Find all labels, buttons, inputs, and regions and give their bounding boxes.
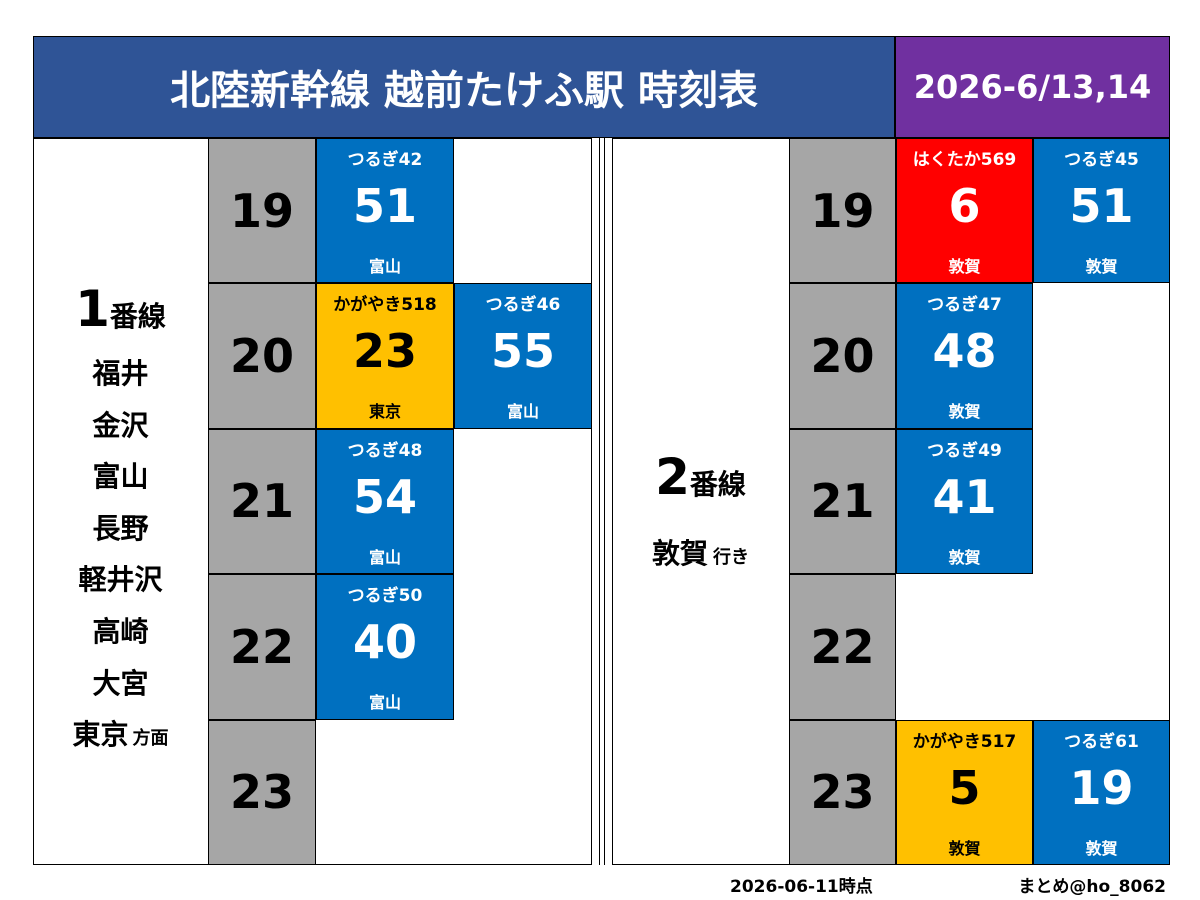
destinations-2: 敦賀 行き <box>612 532 789 572</box>
hour: 23 <box>229 765 294 820</box>
destination-row: 金沢 <box>33 400 208 452</box>
title: 北陸新幹線 越前たけふ駅 時刻表 <box>170 68 758 114</box>
train-cell: つるぎ45 51 敦賀 <box>1033 138 1170 284</box>
hour: 23 <box>810 765 875 820</box>
hour: 20 <box>229 329 294 384</box>
platform-number: 1 <box>75 280 110 338</box>
train-name: かがやき517 <box>912 731 1017 752</box>
train-name: つるぎ50 <box>347 586 423 607</box>
hour-cell: 21 <box>789 428 896 575</box>
destination: 富山 <box>506 402 539 422</box>
hour-cell: 22 <box>208 574 316 720</box>
train-name: つるぎ42 <box>347 150 423 170</box>
minute: 5 <box>948 760 981 815</box>
destination: 東京 <box>72 718 129 752</box>
hour-cell: 20 <box>789 283 896 429</box>
platform-suffix: 番線 <box>689 468 746 501</box>
hour: 22 <box>810 619 875 674</box>
train-name: つるぎ48 <box>347 440 423 461</box>
destination-row: 大宮 <box>33 658 208 710</box>
platform-2-label: 2番線 <box>612 448 789 506</box>
platform-suffix: 番線 <box>109 300 166 333</box>
hour: 22 <box>229 619 294 674</box>
train-cell: つるぎ61 19 敦賀 <box>1033 719 1170 865</box>
train-cell: つるぎ49 41 敦賀 <box>896 428 1033 575</box>
destination: 富山 <box>368 547 401 567</box>
title-bar: 北陸新幹線 越前たけふ駅 時刻表 <box>33 36 895 138</box>
minute: 40 <box>352 615 417 670</box>
train-name: かがやき518 <box>333 295 437 316</box>
separator <box>599 138 605 865</box>
hour: 19 <box>229 183 294 238</box>
destination-row: 東京 方面 <box>33 709 208 761</box>
destination: 敦賀 <box>651 537 708 570</box>
train-name: つるぎ61 <box>1064 731 1139 752</box>
train-name: つるぎ49 <box>927 440 1002 461</box>
destination: 富山 <box>368 693 401 713</box>
hour-cell: 23 <box>208 719 316 865</box>
minute: 51 <box>352 179 417 233</box>
hour-cell: 19 <box>789 138 896 284</box>
train-cell: つるぎ50 40 富山 <box>316 574 454 720</box>
destination: 軽井沢 <box>78 563 163 597</box>
destination: 敦賀 <box>948 838 981 858</box>
destination: 敦賀 <box>948 547 981 567</box>
destination-row: 長野 <box>33 503 208 555</box>
destination-row: 富山 <box>33 451 208 503</box>
minute: 55 <box>490 324 555 379</box>
hour-cell: 19 <box>208 138 316 284</box>
hour-cell: 20 <box>208 283 316 429</box>
train-cell: つるぎ46 55 富山 <box>454 283 592 429</box>
minute: 48 <box>932 324 997 379</box>
train-name: つるぎ45 <box>1064 150 1139 170</box>
destination-row: 高崎 <box>33 606 208 658</box>
date: 2026-6/13,14 <box>913 68 1152 106</box>
train-cell: はくたか569 6 敦賀 <box>896 138 1033 284</box>
hour: 19 <box>810 183 875 238</box>
destination: 富山 <box>92 460 149 494</box>
destination: 福井 <box>92 357 149 390</box>
destination: 長野 <box>92 511 149 545</box>
destination: 東京 <box>368 402 401 422</box>
minute: 41 <box>932 469 997 524</box>
destination: 敦賀 <box>948 257 981 276</box>
credit: まとめ@ho_8062 <box>1018 877 1166 897</box>
destinations-1: 福井金沢富山長野軽井沢高崎大宮東京 方面 <box>33 348 208 761</box>
as-of: 2026-06-11時点 <box>730 877 873 897</box>
train-cell: かがやき517 5 敦賀 <box>896 719 1033 865</box>
destination: 敦賀 <box>1085 257 1118 276</box>
hour-cell: 21 <box>208 428 316 575</box>
destination: 金沢 <box>92 408 149 442</box>
train-cell: つるぎ42 51 富山 <box>316 138 454 284</box>
destination: 敦賀 <box>1085 838 1118 858</box>
platform-number: 2 <box>655 448 690 506</box>
hour-cell: 22 <box>789 574 896 720</box>
train-name: つるぎ47 <box>927 295 1002 316</box>
minute: 19 <box>1069 760 1134 815</box>
train-cell: つるぎ47 48 敦賀 <box>896 283 1033 429</box>
destination-row: 福井 <box>33 348 208 400</box>
minute: 54 <box>352 469 417 524</box>
hour: 20 <box>810 329 875 384</box>
hour: 21 <box>810 474 875 529</box>
minute: 23 <box>352 324 417 379</box>
train-name: はくたか569 <box>912 150 1017 170</box>
platform-1-label: 1番線 <box>33 280 208 338</box>
direction: 行き <box>713 547 750 568</box>
train-name: つるぎ46 <box>485 295 561 316</box>
destination-row: 軽井沢 <box>33 554 208 606</box>
direction: 方面 <box>132 728 169 750</box>
train-cell: かがやき518 23 東京 <box>316 283 454 429</box>
hour-cell: 23 <box>789 719 896 865</box>
minute: 51 <box>1069 179 1134 233</box>
hour: 21 <box>229 474 294 529</box>
date-bar: 2026-6/13,14 <box>895 36 1170 138</box>
train-cell: つるぎ48 54 富山 <box>316 428 454 575</box>
destination: 大宮 <box>92 666 149 700</box>
destination: 富山 <box>368 257 401 276</box>
minute: 6 <box>948 179 981 233</box>
destination: 敦賀 <box>948 402 981 422</box>
destination: 高崎 <box>92 614 149 648</box>
